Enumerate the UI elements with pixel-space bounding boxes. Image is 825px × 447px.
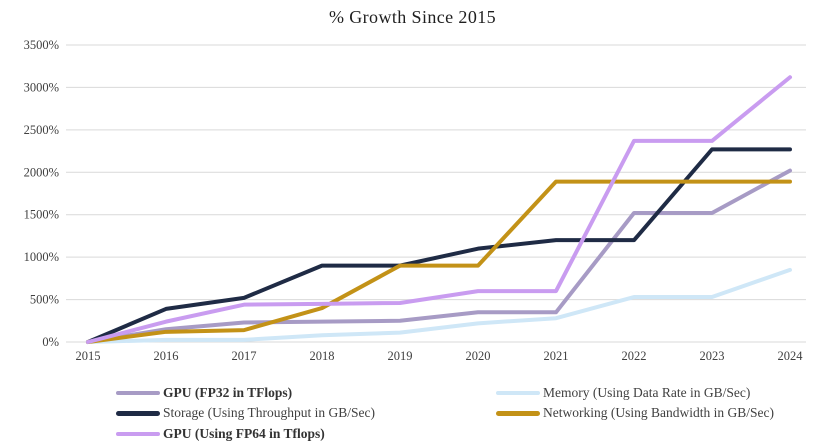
- x-axis-tick-label: 2021: [544, 349, 569, 363]
- legend-swatch-icon: [116, 411, 160, 416]
- y-axis-tick-label: 1500%: [24, 208, 59, 222]
- legend-swatch-icon: [116, 390, 160, 395]
- series-line-gpu-fp32-in-tflops: [86, 168, 792, 344]
- legend-swatch-icon: [496, 390, 540, 395]
- y-axis-tick-label: 500%: [30, 293, 59, 307]
- legend-label: Memory (Using Data Rate in GB/Sec): [543, 384, 751, 400]
- x-axis-tick-label: 2024: [778, 349, 804, 363]
- series-line-gpu-using-fp64-in-tflops: [86, 75, 792, 344]
- legend-label: Networking (Using Bandwidth in GB/Sec): [543, 405, 774, 421]
- y-axis-tick-label: 0%: [42, 335, 59, 349]
- legend-swatch-icon: [496, 411, 540, 416]
- legend-swatch-icon: [116, 431, 160, 436]
- x-axis-tick-label: 2017: [232, 349, 257, 363]
- legend-item-networking-using-bandwidth-in-gb-sec: Networking (Using Bandwidth in GB/Sec): [496, 404, 774, 424]
- legend-item-storage-using-throughput-in-gb-sec: Storage (Using Throughput in GB/Sec): [116, 404, 496, 424]
- y-axis-tick-label: 3500%: [24, 38, 59, 52]
- y-axis-tick-label: 2000%: [24, 165, 59, 179]
- legend-label: GPU (FP32 in TFlops): [163, 384, 293, 400]
- series-line-networking-using-bandwidth-in-gb-sec: [86, 179, 792, 344]
- growth-line-chart: 0% 500% 1000% 1500% 2000% 2500% 3000% 3500% 2015…: [24, 38, 806, 363]
- chart-legend: GPU (FP32 in TFlops) Memory (Using Data R…: [116, 383, 774, 444]
- x-axis-tick-label: 2022: [622, 349, 647, 363]
- legend-label: GPU (Using FP64 in Tflops): [163, 425, 325, 441]
- y-axis-tick-label: 2500%: [24, 123, 59, 137]
- x-axis-tick-label: 2023: [700, 349, 725, 363]
- x-axis-tick-label: 2016: [154, 349, 179, 363]
- series-line-storage-using-throughput-in-gb-sec: [86, 147, 792, 344]
- y-axis-tick-label: 1000%: [24, 250, 59, 264]
- chart-title: % Growth Since 2015: [328, 7, 497, 27]
- x-axis-tick-label: 2020: [466, 349, 491, 363]
- y-axis-tick-label: 3000%: [24, 80, 59, 94]
- x-axis-tick-label: 2019: [388, 349, 413, 363]
- legend-item-memory-using-data-rate-in-gb-sec: Memory (Using Data Rate in GB/Sec): [496, 383, 774, 403]
- legend-item-gpu-fp32-in-tflops: GPU (FP32 in TFlops): [116, 383, 496, 403]
- x-axis-tick-label: 2018: [310, 349, 335, 363]
- x-axis-tick-label: 2015: [76, 349, 101, 363]
- legend-label: Storage (Using Throughput in GB/Sec): [163, 405, 375, 421]
- legend-item-gpu-using-fp64-in-tflops: GPU (Using FP64 in Tflops): [116, 424, 496, 444]
- series-line-memory-using-data-rate-in-gb-sec: [86, 267, 792, 344]
